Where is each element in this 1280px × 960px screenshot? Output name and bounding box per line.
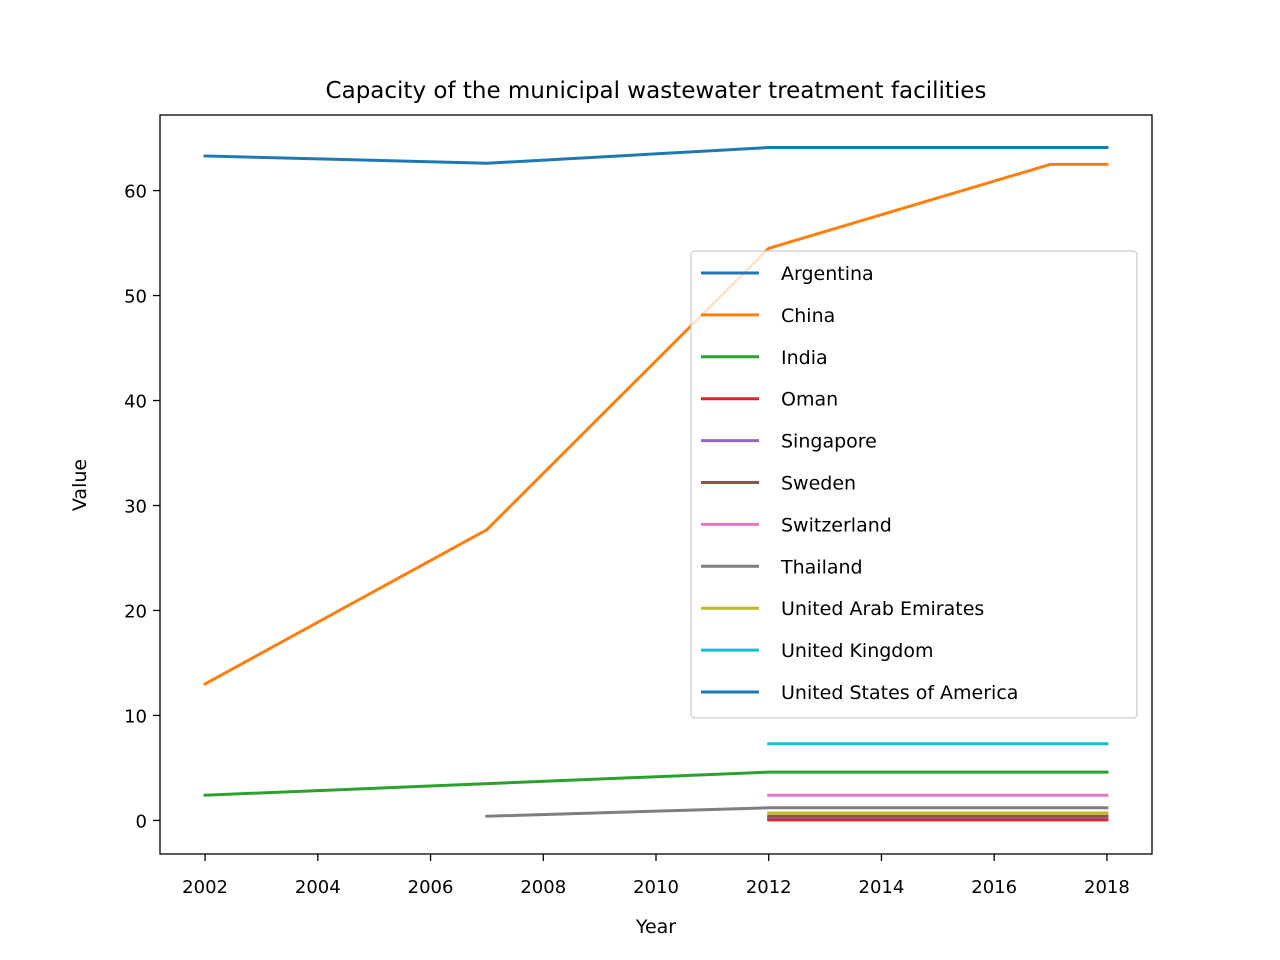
x-tick-label-8: 2018	[1084, 877, 1130, 898]
legend-label-0: Argentina	[781, 263, 874, 285]
series-line-10	[203, 146, 1109, 165]
x-tick-label-7: 2016	[971, 877, 1017, 898]
legend-label-3: Oman	[781, 389, 838, 411]
y-tick-label-3: 30	[124, 496, 147, 517]
y-tick-label-5: 50	[124, 287, 147, 308]
legend-label-4: Singapore	[781, 431, 877, 453]
legend-label-7: Thailand	[780, 556, 863, 578]
x-tick-label-0: 2002	[182, 877, 228, 898]
x-tick-label-6: 2014	[859, 877, 905, 898]
y-axis-title: Value	[69, 459, 91, 511]
y-tick-label-2: 20	[124, 601, 147, 622]
legend-label-9: United Kingdom	[781, 640, 934, 662]
y-tick-label-6: 60	[124, 182, 147, 203]
x-tick-label-3: 2008	[520, 877, 566, 898]
legend-label-6: Switzerland	[781, 514, 892, 536]
series-line-1	[203, 162, 1109, 686]
y-tick-label-1: 10	[124, 706, 147, 727]
chart-title: Capacity of the municipal wastewater tre…	[326, 78, 987, 104]
legend-box	[690, 250, 1138, 719]
y-tick-label-0: 0	[136, 811, 147, 832]
legend-label-1: China	[781, 305, 835, 327]
y-tick-label-4: 40	[124, 392, 147, 413]
x-tick-label-1: 2004	[295, 877, 341, 898]
x-tick-label-2: 2006	[408, 877, 454, 898]
series-line-2	[203, 770, 1109, 797]
series-layer	[203, 146, 1109, 822]
legend-label-5: Sweden	[781, 473, 856, 495]
x-tick-label-5: 2012	[746, 877, 792, 898]
legend-label-10: United States of America	[781, 682, 1018, 704]
x-axis: 2002 2004 2006 2008 2010 2012 2014 2016 2018	[182, 854, 1130, 898]
legend: Argentina China India Oman Singapore Sweden Sw…	[690, 250, 1138, 719]
x-axis-title: Year	[635, 916, 676, 938]
legend-label-8: United Arab Emirates	[781, 598, 984, 620]
x-tick-label-4: 2010	[633, 877, 679, 898]
legend-label-2: India	[781, 347, 828, 369]
series-line-7	[485, 806, 1109, 818]
y-axis: 0 10 20 30 40 50 60	[124, 182, 160, 832]
